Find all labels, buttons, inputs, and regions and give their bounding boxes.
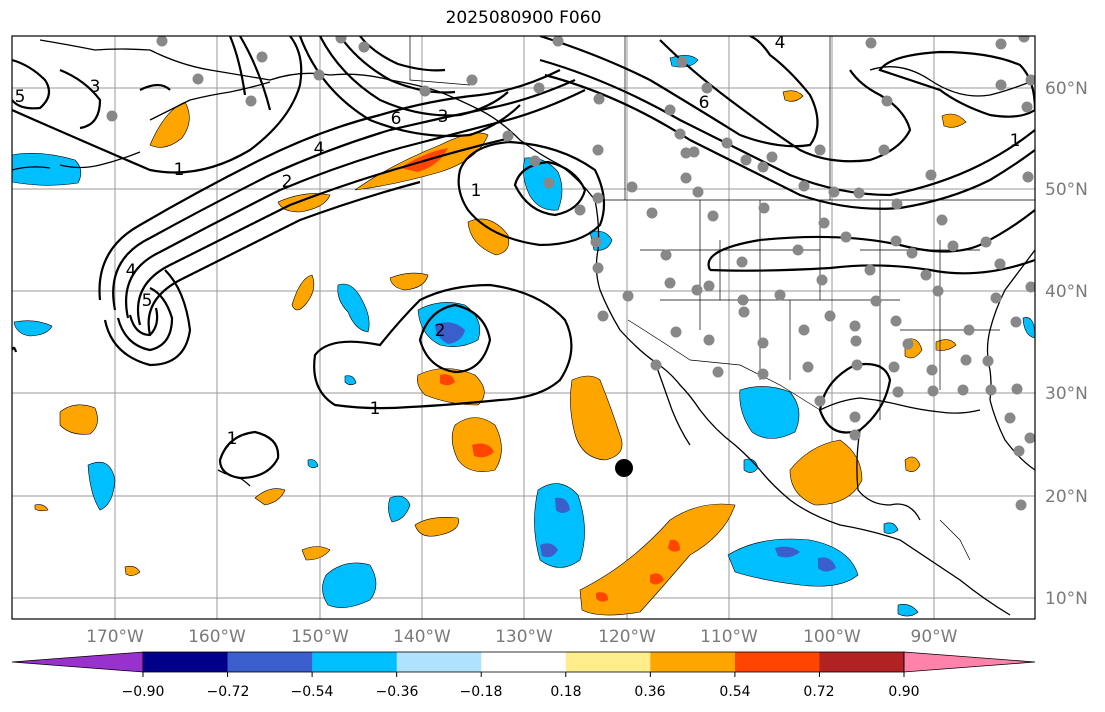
strong-negative-shading — [435, 322, 836, 572]
colorbar-tick-label: 0.90 — [888, 684, 919, 700]
colorbar-segment — [819, 652, 905, 672]
contour-label: 2 — [435, 321, 446, 341]
colorbar-outline — [142, 651, 905, 673]
station-markers — [106, 36, 1035, 511]
colorbar-tick-label: −0.72 — [207, 684, 250, 700]
colorbar-tick-label: 0.54 — [719, 684, 750, 700]
contour-label: 2 — [282, 172, 293, 192]
contour-label: 4 — [314, 139, 325, 159]
colorbar-tick-label: 0.72 — [803, 684, 834, 700]
contour-label: 4 — [126, 261, 137, 281]
colorbar-segment — [312, 652, 398, 672]
height-contours — [12, 36, 1035, 480]
colorbar-extend-max — [903, 651, 1036, 673]
lon-label: 140°W — [393, 627, 451, 647]
lat-label: 60°N — [1045, 79, 1088, 99]
colorbar-tick-label: −0.54 — [291, 684, 334, 700]
lat-label: 10°N — [1045, 589, 1088, 609]
colorbar-segment — [565, 652, 651, 672]
contour-label: 1 — [370, 399, 381, 419]
location-marker — [615, 459, 633, 477]
colorbar-tick-label: 0.18 — [550, 684, 581, 700]
colorbar-segment — [650, 652, 736, 672]
contour-label: 6 — [391, 109, 402, 129]
coastlines — [12, 39, 1035, 616]
colorbar-segment — [734, 652, 820, 672]
lon-label: 90°W — [911, 627, 958, 647]
colorbar-segment — [481, 652, 567, 672]
negative-anomaly-shading — [12, 55, 1035, 617]
colorbar-tick-label: −0.18 — [460, 684, 503, 700]
lat-label: 40°N — [1045, 282, 1088, 302]
lon-label: 130°W — [495, 627, 553, 647]
colorbar-tick-label: −0.90 — [122, 684, 165, 700]
colorbar-extend-min — [11, 651, 144, 673]
lon-label: 100°W — [803, 627, 861, 647]
lon-label: 110°W — [700, 627, 758, 647]
lon-label: 160°W — [188, 627, 246, 647]
lat-label: 20°N — [1045, 487, 1088, 507]
contour-label: 4 — [775, 33, 786, 53]
contour-label: 3 — [438, 107, 449, 127]
contour-label: 6 — [699, 93, 710, 113]
contour-label: 1 — [471, 181, 482, 201]
colorbar: −0.90 −0.72 −0.54 −0.36 −0.18 0.18 0.36 … — [11, 651, 1036, 700]
contour-labels: 1 2 4 6 3 5 1 2 1 4 6 3 4 5 1 1 — [15, 33, 1021, 449]
map-title: 2025080900 F060 — [445, 8, 602, 28]
colorbar-tick-label: −0.36 — [376, 684, 419, 700]
colorbar-segment — [143, 652, 229, 672]
colorbar-segment — [227, 652, 313, 672]
lon-label: 120°W — [598, 627, 656, 647]
contour-label: 1 — [174, 160, 185, 180]
contour-label: 3 — [90, 77, 101, 97]
lat-label: 30°N — [1045, 384, 1088, 404]
contour-label: 1 — [227, 429, 238, 449]
lat-label: 50°N — [1045, 180, 1088, 200]
contour-label: 5 — [15, 87, 26, 107]
contour-label: 5 — [142, 291, 153, 311]
colorbar-tick-label: 0.36 — [634, 684, 665, 700]
contour-label: 1 — [1010, 131, 1021, 151]
lon-label: 150°W — [291, 627, 349, 647]
lon-label: 170°W — [86, 627, 144, 647]
map-frame — [11, 35, 1036, 620]
colorbar-segment — [396, 652, 482, 672]
